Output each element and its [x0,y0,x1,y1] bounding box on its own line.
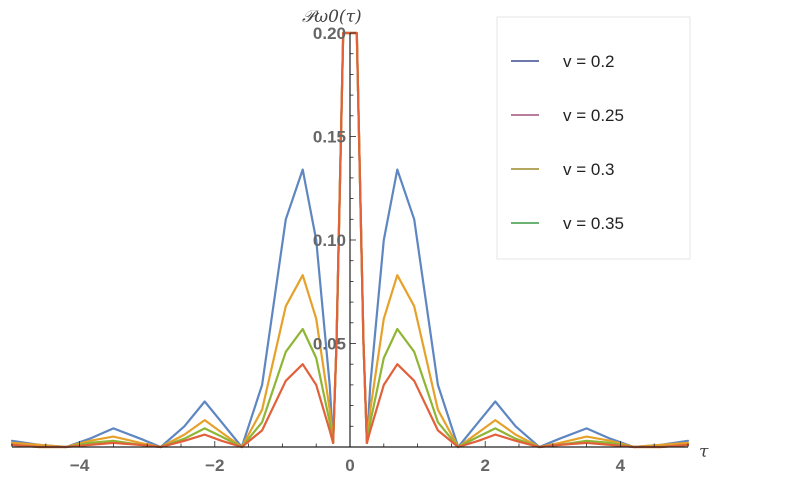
legend-items: v = 0.2 v = 0.25 v = 0.3 v = 0.35 [511,52,624,233]
x-tick-label: −4 [70,456,90,475]
y-tick-label: 0.05 [313,335,346,354]
legend-label-4: v = 0.35 [563,214,624,233]
y-tick-label: 0.20 [313,24,346,43]
x-tick-label: 4 [616,456,626,475]
legend-label-1: v = 0.2 [563,52,615,71]
x-tick-label: 0 [345,456,354,475]
x-tick-label: −2 [205,456,224,475]
legend-label-2: v = 0.25 [563,106,624,125]
y-tick-label: 0.10 [313,231,346,250]
tick-layer: −4 −2 0 2 4 0.05 0.10 0.15 0.20 [11,24,689,475]
legend-box [496,16,691,260]
y-tick-label: 0.15 [313,128,346,147]
legend: v = 0.2 v = 0.25 v = 0.3 v = 0.35 [496,16,691,260]
x-axis-label: τ [699,442,709,462]
legend-label-3: v = 0.3 [563,160,615,179]
y-axis-label: 𝒫ω0(τ) [302,7,362,27]
x-tick-label: 2 [480,456,489,475]
